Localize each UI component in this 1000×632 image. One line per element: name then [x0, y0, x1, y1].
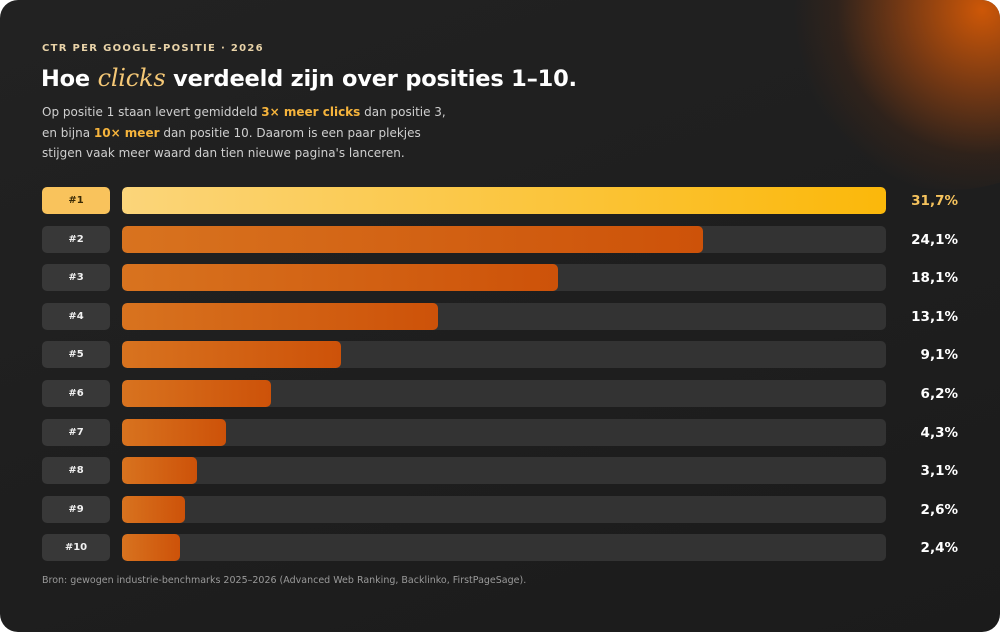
rank-label: #4: [42, 303, 110, 330]
value-label: 13,1%: [911, 308, 958, 325]
chart-subtitle: Op positie 1 staan levert gemiddeld 3× m…: [42, 102, 462, 164]
eyebrow-label: CTR PER GOOGLE-POSITIE · 2026: [42, 43, 264, 54]
value-label: 18,1%: [911, 269, 958, 286]
value-label: 2,6%: [920, 501, 958, 518]
title-part-2: verdeeld zijn over posities 1–10.: [165, 66, 577, 92]
bar: [122, 341, 341, 368]
value-label: 9,1%: [920, 346, 958, 363]
bar: [122, 226, 703, 253]
rank-label: #6: [42, 380, 110, 407]
title-part-1: Hoe: [41, 66, 98, 92]
bar-track: [122, 380, 886, 407]
bar-track: [122, 341, 886, 368]
rank-label: #9: [42, 496, 110, 523]
bar-track: [122, 303, 886, 330]
subtitle-text-2: dan positie 3, en bijna: [42, 105, 446, 140]
rank-label: #3: [42, 264, 110, 291]
bar: [122, 496, 185, 523]
bar: [122, 187, 886, 214]
decorative-glow: [790, 0, 1000, 190]
rank-label: #10: [42, 534, 110, 561]
bar: [122, 419, 226, 446]
bar: [122, 380, 271, 407]
bar: [122, 264, 558, 291]
bar: [122, 457, 197, 484]
value-label: 2,4%: [920, 539, 958, 556]
chart-title: Hoe clicks verdeeld zijn over posities 1…: [41, 64, 577, 92]
value-label: 4,3%: [920, 424, 958, 441]
value-label: 31,7%: [911, 192, 958, 209]
bar-track: [122, 496, 886, 523]
rank-label: #7: [42, 419, 110, 446]
rank-label: #5: [42, 341, 110, 368]
value-label: 3,1%: [920, 462, 958, 479]
bar-track: [122, 534, 886, 561]
subtitle-text-3: dan positie 10. Daarom is een paar plekj…: [42, 125, 421, 161]
bar-track: [122, 419, 886, 446]
rank-label: #1: [42, 187, 110, 214]
subtitle-text-1: Op positie 1 staan levert gemiddeld: [42, 105, 262, 119]
bar: [122, 303, 438, 330]
source-note: Bron: gewogen industrie-benchmarks 2025–…: [42, 575, 527, 586]
value-label: 6,2%: [920, 385, 958, 402]
bar-track: [122, 457, 886, 484]
bar-track: [122, 264, 886, 291]
bar-track: [122, 187, 886, 214]
subtitle-highlight-1: 3× meer clicks: [261, 105, 361, 119]
value-label: 24,1%: [911, 231, 958, 248]
bar: [122, 534, 180, 561]
bar-track: [122, 226, 886, 253]
rank-label: #2: [42, 226, 110, 253]
rank-label: #8: [42, 457, 110, 484]
subtitle-highlight-2: 10× meer: [93, 125, 160, 140]
title-emphasis: clicks: [97, 64, 166, 92]
